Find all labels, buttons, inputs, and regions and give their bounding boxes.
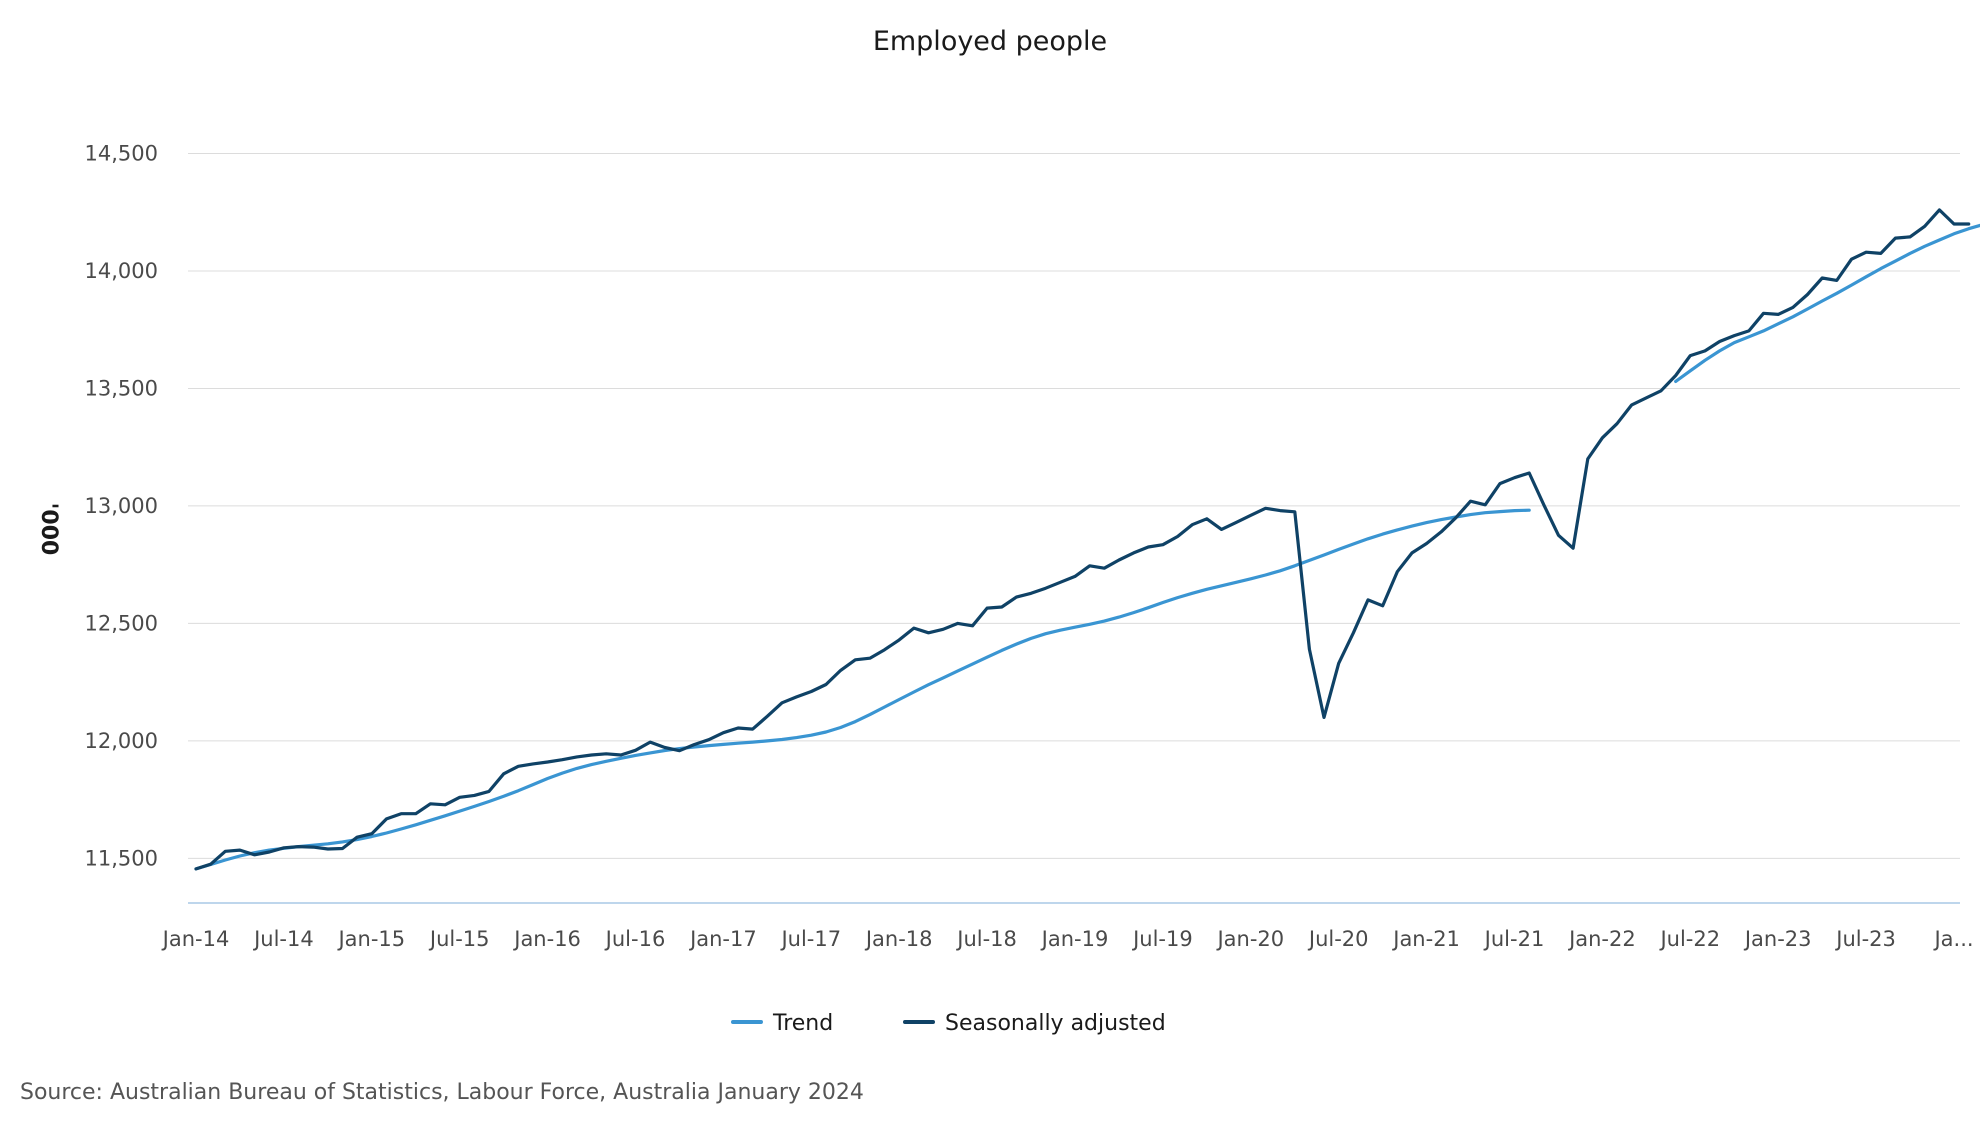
x-tick-label: Jul-18 [955,927,1017,951]
x-tick-label: Jan-17 [688,927,757,951]
chart-title: Employed people [873,26,1107,57]
trend-line [1674,223,1980,383]
x-tick-label: Jul-22 [1658,927,1720,951]
y-tick-label: 13,000 [85,494,158,518]
x-tick-label: Jul-20 [1307,927,1369,951]
trend-line [194,508,1531,871]
x-axis-ticks: Jan-14 Jul-14 Jan-15 Jul-15 Jan-16 Jul-16 Jan-… [161,927,1974,951]
x-tick-label: Jul-15 [428,927,490,951]
y-axis-label: '000 [36,503,61,556]
x-tick-label: Jan-15 [336,927,405,951]
x-tick-label: Jul-17 [779,927,841,951]
y-tick-label: 14,000 [85,259,158,283]
x-tick-label: Jan-16 [512,927,581,951]
x-tick-label: Jul-16 [604,927,666,951]
y-tick-label: 12,500 [85,611,158,635]
x-tick-label: Jan-21 [1391,927,1460,951]
x-tick-label: Jan-19 [1040,927,1109,951]
x-tick-label: Jan-20 [1215,927,1284,951]
x-tick-label: Jul-14 [252,927,314,951]
y-tick-label: 13,500 [85,376,158,400]
gridlines [188,152,1960,859]
x-tick-label: Jul-21 [1483,927,1545,951]
x-tick-label: Ja... [1932,927,1973,951]
legend-label: Trend [772,1011,833,1036]
x-tick-label: Jan-22 [1567,927,1636,951]
x-tick-label: Jan-18 [864,927,933,951]
x-tick-label: Jul-19 [1131,927,1193,951]
y-tick-label: 11,500 [85,846,158,870]
seasonally-adjusted-line [194,208,1971,871]
y-axis-ticks: 11,500 12,000 12,500 13,000 13,500 14,000 14,5… [85,141,158,870]
y-tick-label: 14,500 [85,141,158,165]
legend-label: Seasonally adjusted [945,1011,1166,1036]
legend: Trend Seasonally adjusted [731,1011,1166,1036]
source-note: Source: Australian Bureau of Statistics,… [20,1080,864,1105]
x-tick-label: Jan-23 [1743,927,1812,951]
x-tick-label: Jan-14 [161,927,230,951]
x-tick-label: Jul-23 [1834,927,1896,951]
y-tick-label: 12,000 [85,729,158,753]
series-lines [194,208,1980,871]
